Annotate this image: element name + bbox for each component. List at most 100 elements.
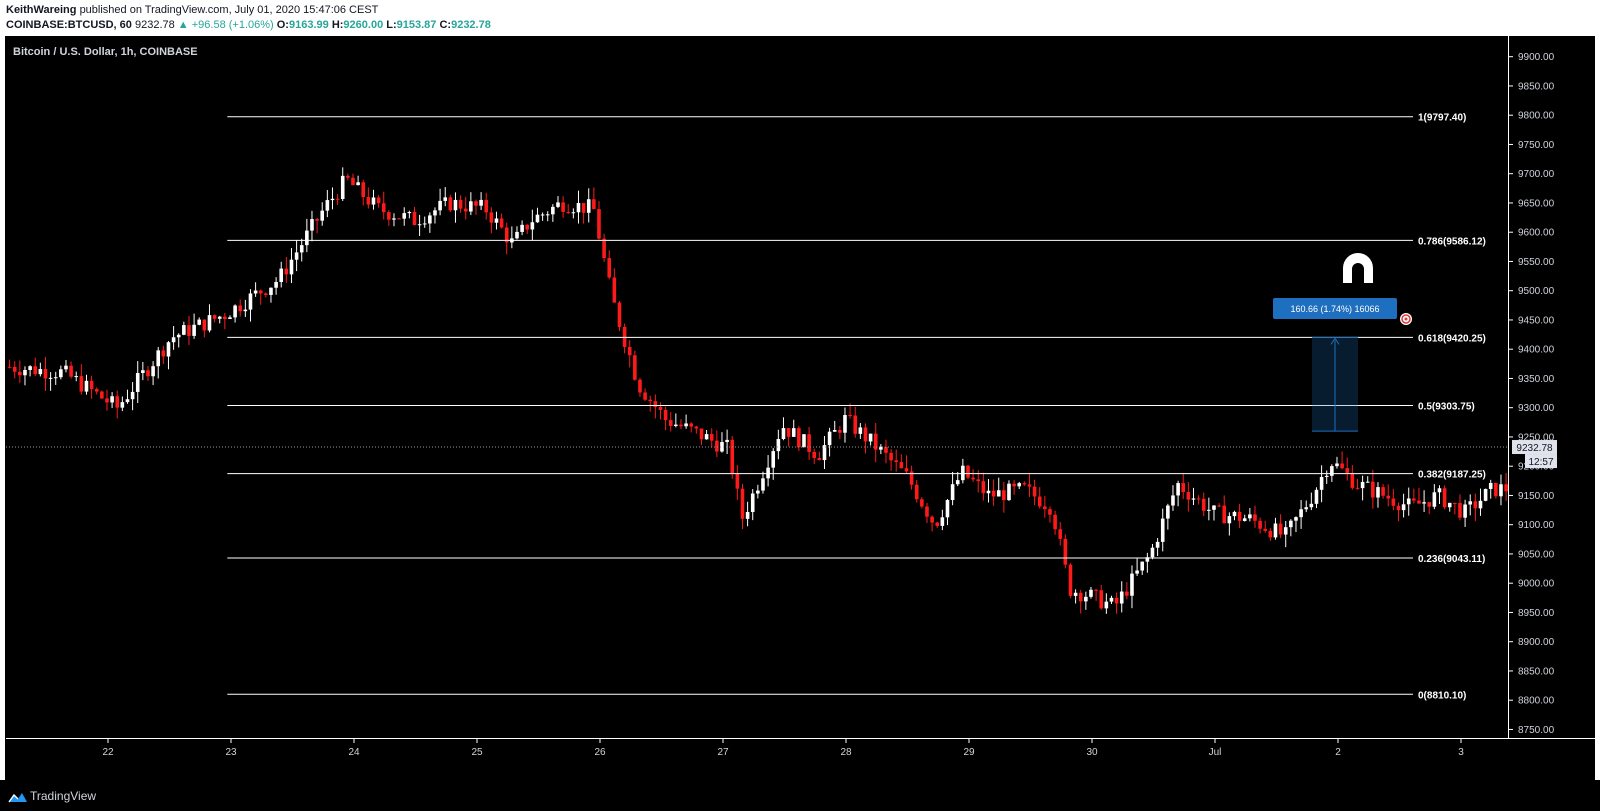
chart-pane[interactable] xyxy=(5,36,1595,780)
candle-body xyxy=(484,199,489,213)
tradingview-logo-icon[interactable] xyxy=(8,791,28,803)
candle-body xyxy=(320,210,325,221)
candle-body xyxy=(1504,484,1508,492)
candle-body xyxy=(1422,502,1426,504)
candle-body xyxy=(1458,502,1462,518)
candle-body xyxy=(955,480,960,485)
candle-body xyxy=(443,197,448,201)
candle-body xyxy=(935,522,940,526)
candle-body xyxy=(1058,529,1063,539)
symbol-label: COINBASE:BTCUSD, 60 xyxy=(6,19,132,31)
candle-body xyxy=(43,369,48,379)
candle-body xyxy=(633,355,637,380)
candle-body xyxy=(1494,482,1498,497)
candle-body xyxy=(1345,468,1350,473)
candle-body xyxy=(1417,500,1421,504)
candle-body xyxy=(843,415,847,433)
candle-body xyxy=(1309,503,1314,508)
candle-body xyxy=(617,302,622,327)
current-price-label: 9232.78 xyxy=(1516,443,1553,454)
candle-body xyxy=(715,440,719,452)
candle-body xyxy=(822,445,827,461)
candle-body xyxy=(161,350,166,357)
publish-info: KeithWareing published on TradingView.co… xyxy=(6,4,378,16)
ohlc-legend: COINBASE:BTCUSD, 60 9232.78 ▲ +96.58 (+1… xyxy=(6,19,491,31)
candle-body xyxy=(18,371,22,376)
fib-level-label: 0(8810.10) xyxy=(1418,690,1466,701)
candle-body xyxy=(182,325,186,335)
candle-body xyxy=(1478,500,1483,509)
candle-body xyxy=(940,517,945,526)
author-name[interactable]: KeithWareing xyxy=(6,4,77,16)
candle-body xyxy=(827,431,832,446)
price-tick-label: 9850.00 xyxy=(1518,81,1555,92)
candle-body xyxy=(1222,505,1227,524)
candle-body xyxy=(69,365,73,377)
candle-body xyxy=(1201,498,1206,511)
candle-body xyxy=(279,268,284,283)
candle-body xyxy=(566,211,571,213)
candle-body xyxy=(253,290,258,294)
price-axis-bg[interactable] xyxy=(1509,36,1595,738)
price-tick-label: 9900.00 xyxy=(1518,52,1555,63)
candle-body xyxy=(1017,483,1022,487)
candle-body xyxy=(79,376,84,392)
candle-body xyxy=(1150,547,1155,558)
candle-body xyxy=(7,366,12,368)
candle-body xyxy=(1273,523,1278,538)
candle-body xyxy=(38,369,43,375)
candle-body xyxy=(1437,488,1442,493)
candle-body xyxy=(258,290,263,294)
candle-body xyxy=(1427,502,1432,507)
alert-target-icon[interactable] xyxy=(1400,313,1412,325)
candle-body xyxy=(1181,483,1186,493)
tradingview-brand[interactable]: TradingView xyxy=(30,789,97,803)
measure-label: 160.66 (1.74%) 16066 xyxy=(1290,304,1379,314)
candle-body xyxy=(648,399,653,402)
magnet-icon[interactable] xyxy=(1343,253,1373,283)
candle-body xyxy=(1063,538,1068,565)
candle-body xyxy=(335,198,340,200)
candle-body xyxy=(100,391,104,399)
candle-body xyxy=(1073,592,1078,596)
price-tick-label: 9450.00 xyxy=(1518,315,1555,326)
time-tick-label: 27 xyxy=(717,747,729,758)
candle-body xyxy=(146,370,150,377)
candle-body xyxy=(1217,505,1221,507)
candle-body xyxy=(371,197,376,205)
candle-body xyxy=(366,197,371,205)
candle-body xyxy=(1258,520,1262,529)
candle-body xyxy=(494,218,499,223)
candle-body xyxy=(64,365,68,370)
candle-body xyxy=(1299,509,1303,518)
candle-body xyxy=(745,512,750,519)
candle-body xyxy=(94,389,99,392)
candle-body xyxy=(1037,496,1042,507)
candle-body xyxy=(638,379,642,393)
candle-body xyxy=(1340,463,1344,469)
candle-body xyxy=(658,406,663,410)
candle-body xyxy=(1324,475,1329,477)
price-tick-label: 9150.00 xyxy=(1518,491,1555,502)
candle-body xyxy=(356,182,360,186)
candle-body xyxy=(807,434,811,452)
candle-body xyxy=(171,337,176,343)
time-axis-bg[interactable] xyxy=(6,739,1508,779)
candle-body xyxy=(346,175,350,178)
candle-body xyxy=(453,199,458,211)
candle-body xyxy=(135,373,140,392)
candle-body xyxy=(489,212,494,223)
candle-body xyxy=(781,428,786,440)
candle-body xyxy=(679,424,683,427)
candle-body xyxy=(1360,481,1365,489)
candle-body xyxy=(1043,506,1047,510)
candle-body xyxy=(130,391,135,400)
candle-body xyxy=(1412,498,1416,501)
candle-body xyxy=(1401,504,1406,511)
candle-body xyxy=(1089,589,1093,597)
candle-body xyxy=(674,424,678,426)
candle-body xyxy=(709,434,714,441)
fib-level-label: 0.786(9586.12) xyxy=(1418,236,1486,247)
candle-body xyxy=(817,457,822,461)
